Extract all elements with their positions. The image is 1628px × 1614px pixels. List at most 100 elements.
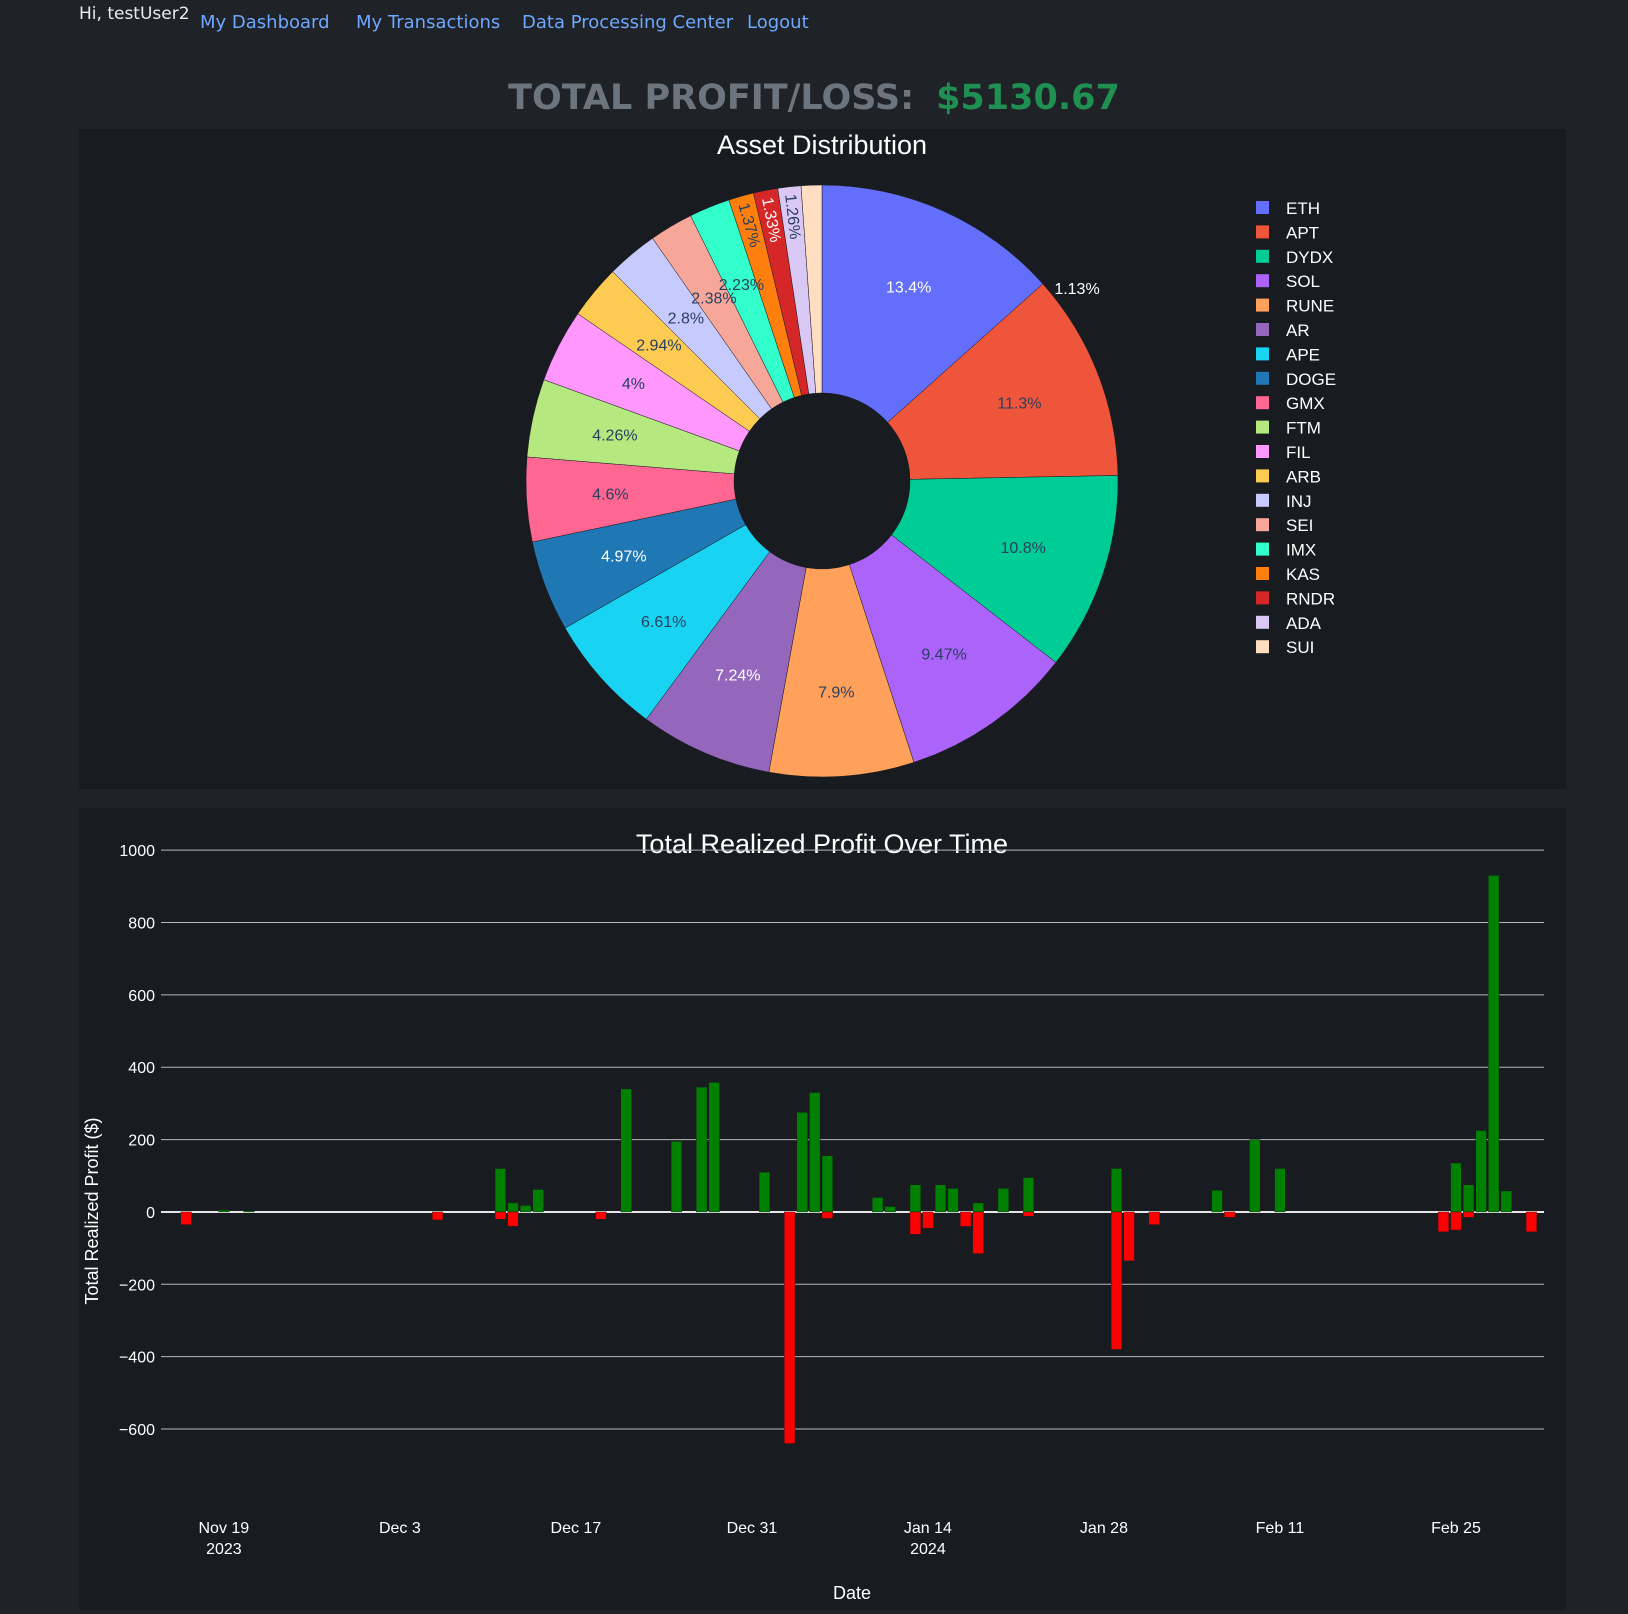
profit-bar[interactable]: [784, 1212, 795, 1444]
profit-bar[interactable]: [1463, 1212, 1474, 1217]
legend-label-dydx[interactable]: DYDX: [1286, 248, 1333, 267]
legend-label-ftm[interactable]: FTM: [1286, 419, 1321, 438]
legend-swatch-sui[interactable]: [1256, 640, 1269, 653]
legend-swatch-eth[interactable]: [1256, 201, 1269, 214]
legend-swatch-rndr[interactable]: [1256, 591, 1269, 604]
profit-bar[interactable]: [219, 1210, 230, 1212]
legend-swatch-ftm[interactable]: [1256, 421, 1269, 434]
profit-bar[interactable]: [1438, 1212, 1449, 1232]
pie-label-sol: 9.47%: [921, 646, 966, 663]
profit-bar[interactable]: [1476, 1131, 1487, 1212]
legend-label-sui[interactable]: SUI: [1286, 638, 1314, 657]
legend-label-doge[interactable]: DOGE: [1286, 370, 1336, 389]
pie-label-fil: 4%: [622, 376, 645, 393]
profit-bar[interactable]: [998, 1188, 1009, 1212]
profit-bar[interactable]: [1023, 1212, 1034, 1216]
profit-bar[interactable]: [822, 1156, 833, 1212]
legend-swatch-apt[interactable]: [1256, 225, 1269, 238]
profit-bar[interactable]: [910, 1185, 921, 1212]
profit-bar[interactable]: [621, 1089, 632, 1212]
profit-bar[interactable]: [960, 1212, 971, 1226]
profit-bar[interactable]: [432, 1212, 443, 1220]
profit-bar[interactable]: [935, 1185, 946, 1212]
nav-my-dashboard[interactable]: My Dashboard: [200, 12, 330, 33]
legend-swatch-gmx[interactable]: [1256, 396, 1269, 409]
legend-label-kas[interactable]: KAS: [1286, 565, 1320, 584]
legend-label-ape[interactable]: APE: [1286, 345, 1320, 364]
profit-bar[interactable]: [596, 1212, 607, 1219]
profit-bar[interactable]: [809, 1093, 820, 1212]
legend-swatch-dydx[interactable]: [1256, 250, 1269, 263]
legend-swatch-rune[interactable]: [1256, 299, 1269, 312]
legend-label-rndr[interactable]: RNDR: [1286, 589, 1335, 608]
profit-bar[interactable]: [797, 1112, 808, 1212]
profit-bar[interactable]: [1488, 875, 1499, 1212]
profit-bar[interactable]: [822, 1212, 833, 1219]
profit-bar[interactable]: [1451, 1212, 1462, 1230]
nav-logout[interactable]: Logout: [747, 12, 809, 33]
legend-swatch-ada[interactable]: [1256, 616, 1269, 629]
profit-bar[interactable]: [520, 1205, 531, 1212]
legend-swatch-inj[interactable]: [1256, 494, 1269, 507]
realized-profit-chart: Total Realized Profit Over Time 10008006…: [79, 808, 1566, 1610]
profit-bar[interactable]: [910, 1212, 921, 1234]
legend-swatch-sei[interactable]: [1256, 518, 1269, 531]
profit-bar[interactable]: [1526, 1212, 1537, 1232]
profit-bar[interactable]: [948, 1188, 959, 1212]
profit-bar[interactable]: [671, 1141, 682, 1212]
profit-bar[interactable]: [759, 1172, 770, 1212]
profit-bar[interactable]: [973, 1203, 984, 1212]
profit-bar[interactable]: [1463, 1185, 1474, 1212]
profit-bar[interactable]: [1212, 1190, 1223, 1212]
legend-label-ar[interactable]: AR: [1286, 321, 1310, 340]
legend-swatch-arb[interactable]: [1256, 469, 1269, 482]
legend-label-fil[interactable]: FIL: [1286, 443, 1311, 462]
profit-bar[interactable]: [696, 1087, 707, 1212]
legend-label-rune[interactable]: RUNE: [1286, 297, 1334, 316]
legend-label-arb[interactable]: ARB: [1286, 467, 1321, 486]
profit-bar[interactable]: [1249, 1140, 1260, 1212]
profit-bar[interactable]: [181, 1212, 192, 1225]
profit-bar[interactable]: [885, 1207, 896, 1212]
legend-label-eth[interactable]: ETH: [1286, 199, 1320, 218]
profit-bar[interactable]: [508, 1212, 519, 1226]
legend-swatch-sol[interactable]: [1256, 274, 1269, 287]
legend-swatch-kas[interactable]: [1256, 567, 1269, 580]
legend-label-inj[interactable]: INJ: [1286, 492, 1312, 511]
profit-bar[interactable]: [1124, 1212, 1135, 1261]
profit-bar[interactable]: [495, 1212, 506, 1219]
profit-bar[interactable]: [1111, 1169, 1122, 1212]
profit-bar[interactable]: [1501, 1191, 1512, 1212]
legend-label-apt[interactable]: APT: [1286, 223, 1319, 242]
legend-swatch-imx[interactable]: [1256, 543, 1269, 556]
profit-bar[interactable]: [709, 1082, 720, 1212]
legend-swatch-doge[interactable]: [1256, 372, 1269, 385]
profit-bar[interactable]: [1111, 1212, 1122, 1350]
profit-bar[interactable]: [495, 1169, 506, 1212]
legend-label-gmx[interactable]: GMX: [1286, 394, 1325, 413]
profit-bar[interactable]: [1149, 1212, 1160, 1225]
legend-label-sol[interactable]: SOL: [1286, 272, 1320, 291]
asset-distribution-panel: Asset Distribution 13.4% 11.3% 10.8% 9.47% 7…: [79, 129, 1566, 789]
profit-bar[interactable]: [1224, 1212, 1235, 1217]
profit-bar[interactable]: [973, 1212, 984, 1254]
legend-label-imx[interactable]: IMX: [1286, 541, 1316, 560]
nav-data-processing-center[interactable]: Data Processing Center: [522, 12, 733, 33]
legend-label-sei[interactable]: SEI: [1286, 516, 1313, 535]
profit-bar[interactable]: [508, 1203, 519, 1212]
user-greeting: Hi, testUser2: [79, 4, 190, 24]
nav-my-transactions[interactable]: My Transactions: [356, 12, 500, 33]
pie-label-rune: 7.9%: [818, 685, 854, 702]
legend-swatch-ar[interactable]: [1256, 323, 1269, 336]
profit-bar[interactable]: [872, 1197, 883, 1211]
legend-swatch-ape[interactable]: [1256, 347, 1269, 360]
profit-bar[interactable]: [923, 1212, 934, 1228]
profit-bar[interactable]: [244, 1211, 255, 1212]
legend-swatch-fil[interactable]: [1256, 445, 1269, 458]
legend-label-ada[interactable]: ADA: [1286, 614, 1322, 633]
profit-bar[interactable]: [1275, 1169, 1286, 1212]
profit-bar[interactable]: [1023, 1178, 1034, 1212]
profit-bar[interactable]: [533, 1190, 544, 1212]
pie-label-eth: 13.4%: [886, 280, 931, 297]
profit-bar[interactable]: [1451, 1163, 1462, 1212]
